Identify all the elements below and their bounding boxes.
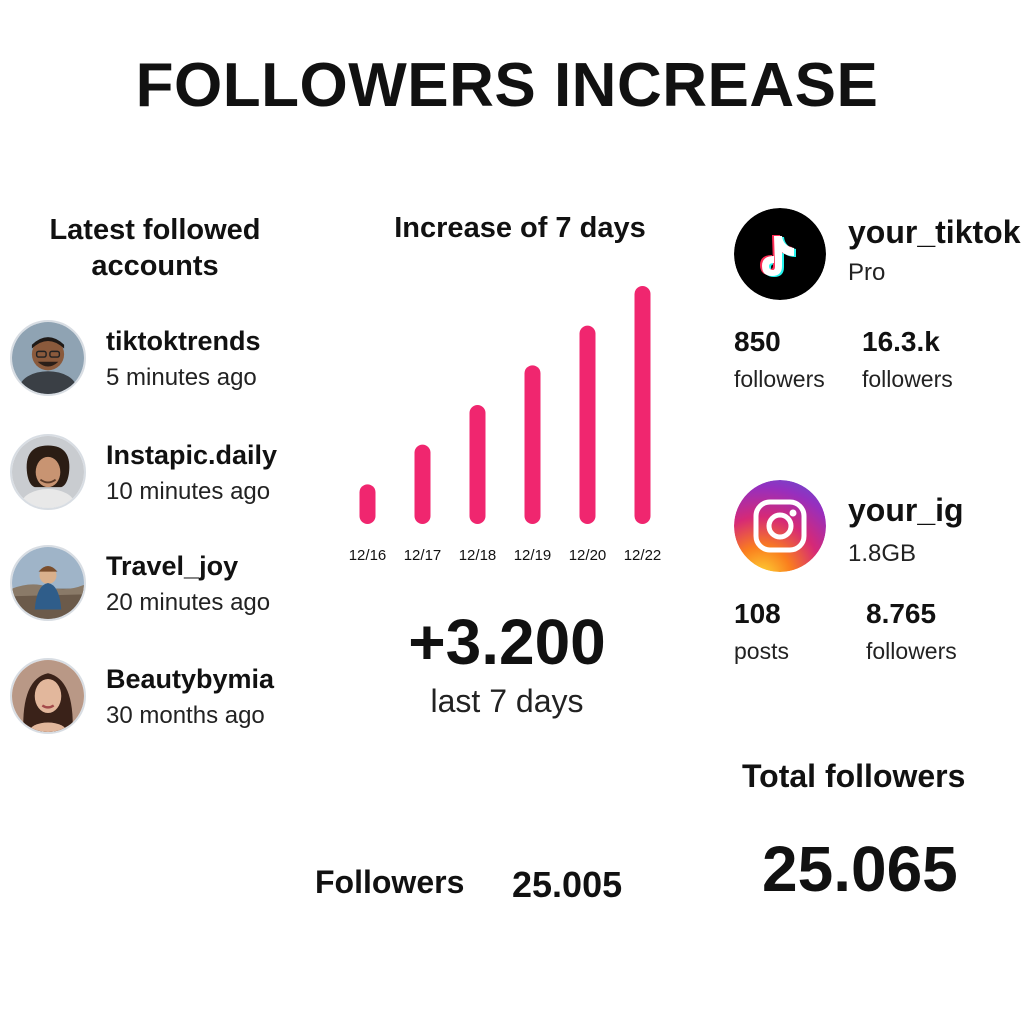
instagram-stat-2-value: 8.765 [866,598,937,629]
instagram-handle[interactable]: your_ig [848,492,964,528]
followers-value: 25.005 [512,864,623,905]
account-time: 10 minutes ago [106,478,271,505]
chart-tick-label: 12/18 [459,547,497,564]
avatar [10,320,86,396]
avatar [10,545,86,621]
total-followers-heading: Total followers [742,758,966,794]
tiktok-stat-2-value: 16.3.k [862,326,940,357]
increase-bar-chart: 12/16 12/17 12/18 12/19 12/20 12/22 [349,286,662,564]
list-item[interactable]: Instapic.daily 10 minutes ago [10,434,310,514]
tiktok-icon[interactable] [734,208,826,300]
page-title: FOLLOWERS INCREASE [135,51,879,120]
followers-label: Followers [315,864,465,900]
chart-title: Increase of 7 days [394,212,646,244]
account-name: tiktoktrends [106,326,261,356]
instagram-stat-1-label: posts [734,638,789,664]
chart-bar-12/22 [634,286,651,524]
chart-tick-label: 12/17 [404,547,442,564]
tiktok-handle[interactable]: your_tiktok [848,214,1021,250]
account-name: Travel_joy [106,551,239,581]
chart-bar-12/17 [414,444,431,524]
chart-bar-12/16 [359,484,376,524]
account-name: Beautybymia [106,664,275,694]
chart-bar-12/20 [579,325,596,524]
avatar [10,658,86,734]
account-time: 30 months ago [106,702,265,729]
account-name: Instapic.daily [106,440,278,470]
account-time: 20 minutes ago [106,589,271,616]
list-item[interactable]: Travel_joy 20 minutes ago [10,545,310,625]
tiktok-stat-2-label: followers [862,366,953,392]
avatar [10,434,86,510]
instagram-icon[interactable] [734,480,826,572]
latest-followed-heading: Latest followed accounts [49,214,261,282]
increase-period: last 7 days [430,683,584,719]
increase-value: +3.200 [408,606,606,678]
chart-tick-label: 12/19 [514,547,552,564]
account-time: 5 minutes ago [106,364,257,391]
chart-tick-label: 12/22 [624,547,662,564]
instagram-stat-1-value: 108 [734,598,781,629]
chart-tick-label: 12/16 [349,547,387,564]
chart-tick-label: 12/20 [569,547,607,564]
total-followers-value: 25.065 [762,833,958,905]
list-item[interactable]: tiktoktrends 5 minutes ago [10,320,310,400]
tiktok-stat-1-label: followers [734,366,825,392]
chart-bar-12/19 [524,365,541,524]
tiktok-stat-1-value: 850 [734,326,781,357]
instagram-stat-2-label: followers [866,638,957,664]
chart-bar-12/18 [469,405,486,524]
list-item[interactable]: Beautybymia 30 months ago [10,658,310,738]
instagram-storage: 1.8GB [848,540,917,567]
tiktok-plan: Pro [848,259,886,286]
